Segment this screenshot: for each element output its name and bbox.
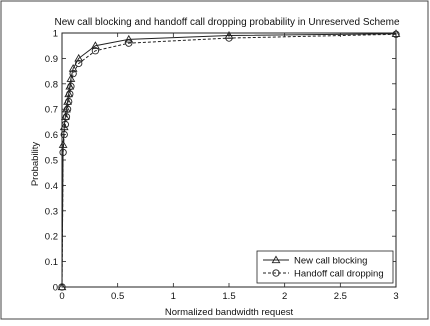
y-tick-label: 0.6: [45, 130, 58, 141]
legend: New call blocking Handoff call dropping: [256, 250, 394, 284]
y-tick-label: 0.2: [45, 232, 58, 243]
y-tick-label: 0.9: [45, 54, 58, 65]
y-tick-label: 0: [53, 283, 58, 294]
x-tick-label: 2: [282, 291, 287, 302]
x-tick-label: 0.5: [111, 291, 124, 302]
figure-border: [0, 0, 429, 320]
series-line: [61, 33, 397, 288]
x-tick-label: 1.5: [222, 291, 235, 302]
y-tick-label: 0.4: [45, 181, 58, 192]
series-handoff-call-dropping: [58, 30, 400, 291]
x-tick-label: 2.5: [334, 291, 347, 302]
x-tick-label: 1: [171, 291, 176, 302]
y-tick-label: 0.8: [45, 79, 58, 90]
x-tick-label: 0: [59, 291, 64, 302]
legend-label: New call blocking: [294, 256, 367, 267]
data-point: [91, 41, 100, 49]
data-point: [69, 69, 77, 78]
y-axis-label: Probability: [30, 142, 41, 187]
data-point: [59, 148, 67, 157]
data-point: [60, 130, 68, 139]
x-axis-label: Normalized bandwidth request: [165, 307, 294, 318]
data-point: [63, 105, 72, 113]
data-point: [124, 34, 134, 43]
legend-label: Handoff call dropping: [294, 269, 384, 280]
data-point: [58, 140, 68, 148]
data-point: [91, 47, 100, 55]
x-tick-label: 3: [393, 291, 398, 302]
data-point: [66, 74, 76, 82]
legend-marker-circle-icon: [272, 269, 280, 277]
series-line: [61, 33, 397, 288]
y-tick-label: 0.3: [45, 206, 58, 217]
legend-marker-triangle-icon: [271, 255, 281, 264]
data-point: [67, 82, 75, 90]
y-tick-label: 0.5: [45, 156, 58, 167]
data-point: [68, 64, 78, 72]
data-point: [75, 59, 83, 68]
y-tick-label: 1: [53, 29, 58, 40]
data-point: [125, 39, 133, 47]
data-point: [74, 53, 84, 62]
plot-area-border: [61, 32, 397, 288]
legend-box: [256, 250, 394, 284]
chart-title: New call blocking and handoff call dropp…: [54, 17, 399, 28]
data-point: [65, 97, 73, 106]
data-point: [62, 113, 71, 121]
data-point: [66, 90, 74, 98]
y-tick-label: 0.1: [45, 257, 58, 268]
y-tick-label: 0.7: [45, 105, 58, 116]
data-point: [225, 34, 233, 42]
